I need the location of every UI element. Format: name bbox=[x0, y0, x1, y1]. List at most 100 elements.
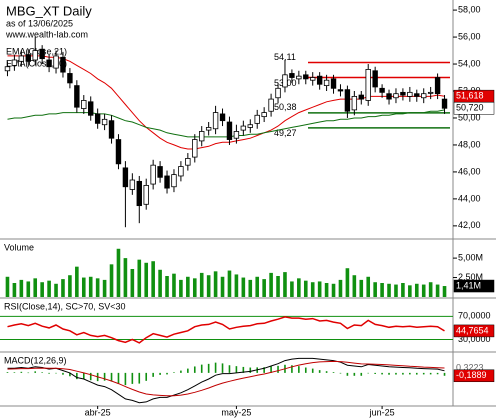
macd-histogram-bar bbox=[235, 366, 238, 373]
macd-histogram-bar bbox=[62, 372, 64, 375]
macd-histogram-bar bbox=[6, 372, 9, 373]
volume-badge-bg bbox=[453, 279, 495, 293]
candle-body bbox=[240, 125, 247, 131]
candle-body bbox=[157, 166, 163, 178]
volume-bar bbox=[310, 282, 315, 297]
volume-bar bbox=[248, 279, 253, 297]
macd-histogram-bar bbox=[152, 372, 154, 377]
y-tick-label: 5,00M bbox=[458, 252, 483, 262]
candle-body bbox=[81, 100, 87, 109]
signal-label: 0,3223 bbox=[456, 362, 484, 372]
volume-bar bbox=[352, 275, 357, 297]
macd-histogram-bar bbox=[270, 366, 272, 373]
macd-histogram-bar bbox=[429, 372, 432, 375]
candle-body bbox=[289, 73, 295, 78]
y-tick-label: 42,00 bbox=[458, 220, 481, 230]
macd-histogram-bar bbox=[145, 372, 148, 381]
signal-line bbox=[7, 360, 445, 397]
volume-bar bbox=[262, 279, 266, 297]
candle-body bbox=[150, 164, 156, 185]
candle-body bbox=[254, 114, 260, 124]
rsi-badge-bg bbox=[453, 324, 495, 338]
candle-body bbox=[261, 112, 267, 118]
macd-histogram-bar bbox=[110, 372, 113, 382]
candle-body bbox=[441, 98, 448, 109]
volume-bar bbox=[331, 283, 336, 297]
volume-bar bbox=[158, 269, 162, 297]
volume-bar bbox=[116, 248, 121, 297]
macd-histogram-bar bbox=[214, 362, 217, 373]
candle-body bbox=[414, 93, 420, 97]
volume-bar bbox=[220, 276, 225, 297]
volume-bar bbox=[401, 283, 405, 297]
ema-line bbox=[7, 55, 445, 150]
candle-body bbox=[296, 75, 302, 80]
macd-histogram-bar bbox=[402, 372, 404, 375]
ema-line bbox=[7, 109, 445, 138]
volume-bar bbox=[290, 281, 294, 297]
candle-body bbox=[365, 69, 371, 101]
volume-bar bbox=[33, 278, 38, 297]
y-tick-label: 2,50M bbox=[458, 272, 483, 282]
volume-bar bbox=[165, 276, 169, 297]
candle-body bbox=[205, 127, 212, 131]
volume-bar bbox=[95, 278, 100, 297]
volume-bar bbox=[373, 282, 377, 297]
volume-bar bbox=[54, 283, 58, 297]
macd-histogram-bar bbox=[381, 372, 383, 375]
candle-body bbox=[53, 55, 59, 69]
macd-histogram-bar bbox=[180, 370, 182, 373]
volume-bar bbox=[269, 272, 273, 297]
candle-body bbox=[386, 93, 392, 100]
macd-histogram-bar bbox=[298, 366, 300, 373]
candle-body bbox=[164, 175, 170, 189]
macd-histogram-bar bbox=[395, 372, 397, 375]
macd-line bbox=[7, 357, 445, 404]
volume-bar bbox=[366, 276, 371, 297]
candle-body bbox=[115, 139, 122, 165]
volume-bar bbox=[324, 283, 329, 297]
macd-histogram-bar bbox=[13, 372, 16, 373]
volume-bar bbox=[5, 276, 10, 297]
macd-histogram-bar bbox=[103, 372, 106, 381]
volume-bar bbox=[61, 279, 65, 297]
volume-badge: 1,41M bbox=[456, 280, 481, 290]
panel-title: RSI(Close,14), SC>70, SV<30 bbox=[4, 301, 126, 311]
price-badge: 50,720 bbox=[456, 103, 484, 113]
macd-badge: -0,1889 bbox=[456, 370, 487, 380]
source: www.wealth-lab.com bbox=[5, 29, 88, 39]
candle-body bbox=[358, 94, 364, 100]
volume-bar bbox=[81, 277, 86, 297]
candle-body bbox=[247, 124, 253, 128]
rsi-line bbox=[7, 316, 445, 344]
candle-body bbox=[171, 174, 177, 188]
macd-histogram-bar bbox=[242, 366, 245, 373]
volume-bar bbox=[192, 278, 197, 297]
candle-body bbox=[303, 74, 309, 80]
macd-histogram-bar bbox=[27, 372, 30, 374]
macd-histogram-bar bbox=[41, 372, 43, 373]
candle-body bbox=[372, 70, 378, 88]
volume-bar bbox=[303, 280, 308, 297]
macd-histogram-bar bbox=[117, 372, 120, 384]
macd-histogram-bar bbox=[388, 372, 390, 375]
macd-histogram-bar bbox=[332, 372, 335, 373]
macd-histogram-bar bbox=[76, 372, 78, 380]
x-tick-label: abr-25 bbox=[85, 407, 111, 417]
x-tick-label: jun-25 bbox=[369, 407, 395, 417]
macd-histogram-bar bbox=[311, 368, 314, 373]
y-tick-label: 44,00 bbox=[458, 193, 481, 203]
y-tick-label: 30,0000 bbox=[458, 334, 491, 344]
macd-histogram-bar bbox=[263, 367, 265, 373]
panel-title: MACD(12,26,9) bbox=[4, 355, 67, 365]
level-label: 49,27 bbox=[274, 128, 297, 138]
macd-histogram-bar bbox=[228, 365, 231, 373]
volume-bar bbox=[234, 274, 239, 297]
y-tick-label: 56,00 bbox=[458, 31, 481, 41]
macd-histogram-bar bbox=[34, 371, 37, 373]
macd-histogram-bar bbox=[436, 372, 439, 375]
volume-bar bbox=[394, 284, 398, 297]
volume-bar bbox=[12, 283, 17, 297]
volume-bar bbox=[179, 279, 183, 297]
